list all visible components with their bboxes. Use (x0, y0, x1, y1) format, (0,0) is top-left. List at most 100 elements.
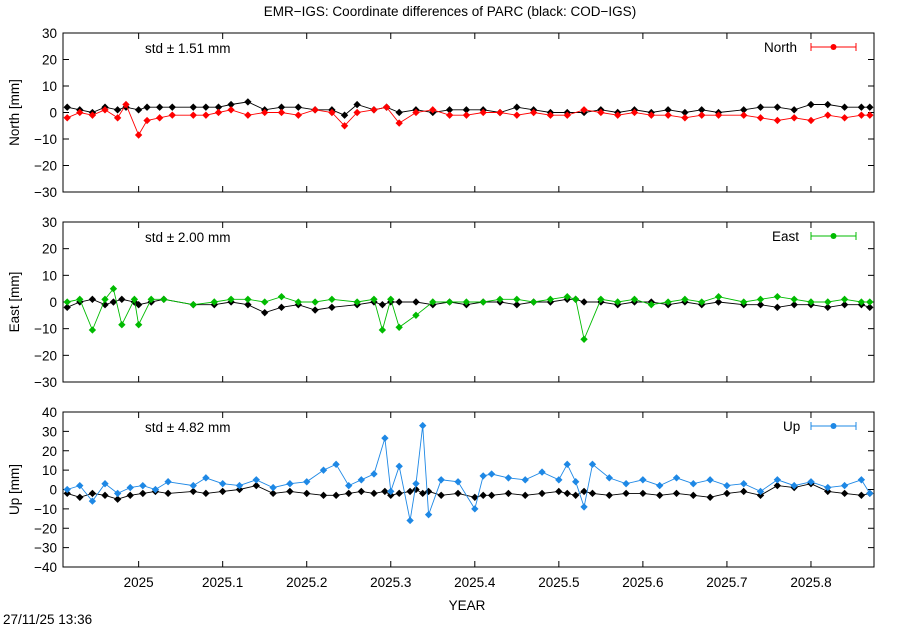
data-point (134, 106, 143, 114)
data-point (546, 295, 555, 304)
data-point (866, 303, 874, 311)
data-point (424, 511, 433, 519)
data-point (840, 114, 849, 122)
data-point (773, 476, 782, 484)
data-point (76, 481, 84, 490)
data-point (294, 111, 303, 119)
data-point (572, 478, 580, 486)
y-tick-label: 20 (42, 444, 57, 459)
y-axis-label: East [mm] (7, 272, 22, 333)
data-point (857, 476, 866, 484)
data-point (244, 98, 252, 106)
data-point (370, 106, 378, 114)
data-point (706, 476, 714, 484)
data-point (479, 491, 487, 499)
plot-frame (62, 32, 875, 193)
panel-north: 30 20 10 0 −10 −20 −30 North [mm] std ± 1.51 mm N… (7, 26, 875, 200)
data-point (160, 295, 168, 304)
data-point (227, 106, 235, 114)
x-axis-label: YEAR (449, 598, 486, 613)
std-annotation: std ± 1.51 mm (145, 41, 230, 56)
data-point (381, 434, 389, 442)
data-point (462, 111, 471, 119)
data-point (370, 470, 378, 478)
data-point (412, 298, 420, 306)
data-point (756, 295, 765, 304)
data-point (261, 108, 269, 117)
data-point (664, 298, 672, 306)
y-tick-label: 30 (42, 26, 57, 41)
data-point (134, 131, 143, 139)
legend-label: East (772, 229, 799, 244)
legend-label: North (764, 40, 797, 55)
legend-marker (830, 423, 837, 429)
data-point (126, 491, 134, 500)
y-tick-label: 0 (49, 483, 57, 498)
data-point (412, 485, 420, 494)
data-point (866, 298, 874, 306)
x-tick-label: 2025.8 (790, 575, 831, 590)
data-point (857, 491, 866, 499)
data-point (139, 489, 147, 498)
data-point (773, 481, 782, 490)
y-tick-label: 0 (49, 106, 57, 121)
data-point (395, 108, 403, 117)
data-point (139, 481, 147, 490)
data-point (840, 481, 849, 490)
data-point (513, 103, 521, 111)
data-point (277, 293, 286, 301)
data-point (332, 460, 340, 469)
data-point (294, 103, 302, 111)
data-point (538, 489, 546, 498)
data-point (521, 476, 529, 484)
data-point (143, 103, 151, 111)
chart-title: EMR−IGS: Coordinate differences of PARC … (264, 4, 636, 19)
data-point (63, 114, 71, 122)
data-point (395, 462, 403, 470)
data-point (202, 489, 210, 498)
data-point (824, 100, 832, 109)
series-line (67, 425, 871, 521)
data-point (840, 103, 849, 111)
y-tick-label: 40 (42, 405, 57, 420)
data-point (866, 103, 874, 111)
x-tick-label: 2025.7 (706, 575, 747, 590)
data-point (134, 301, 143, 309)
data-point (790, 481, 798, 490)
data-point (412, 311, 420, 319)
y-tick-label: −20 (34, 348, 57, 363)
data-point (454, 489, 462, 498)
data-point (647, 300, 655, 309)
data-point (88, 326, 97, 334)
data-point (445, 298, 454, 306)
data-point (303, 489, 311, 498)
data-point (706, 493, 714, 501)
data-point (513, 111, 521, 119)
data-point (605, 491, 613, 499)
data-point (113, 489, 122, 498)
data-point (202, 103, 210, 111)
data-point (756, 301, 765, 309)
data-point (807, 100, 815, 109)
data-point (824, 483, 832, 492)
y-tick-label: 30 (42, 215, 57, 230)
legend-label: Up (783, 419, 800, 434)
data-point (857, 298, 866, 306)
data-point (580, 335, 588, 343)
data-point (588, 489, 597, 498)
data-point (773, 303, 782, 311)
data-point (345, 481, 353, 490)
data-point (656, 491, 664, 499)
data-point (395, 119, 403, 127)
x-tick-label: 2025.2 (286, 575, 327, 590)
data-point (286, 487, 294, 496)
data-point (740, 298, 748, 306)
y-tick-label: −30 (34, 185, 57, 200)
data-point (773, 116, 782, 125)
data-point (807, 116, 815, 125)
data-point (113, 495, 122, 503)
panel-east: 30 20 10 0 −10 −20 −30 East [mm] std ± 2.00 mm Ea… (7, 215, 875, 390)
data-point (412, 479, 420, 488)
data-point (311, 306, 319, 314)
legend-marker (830, 44, 837, 50)
